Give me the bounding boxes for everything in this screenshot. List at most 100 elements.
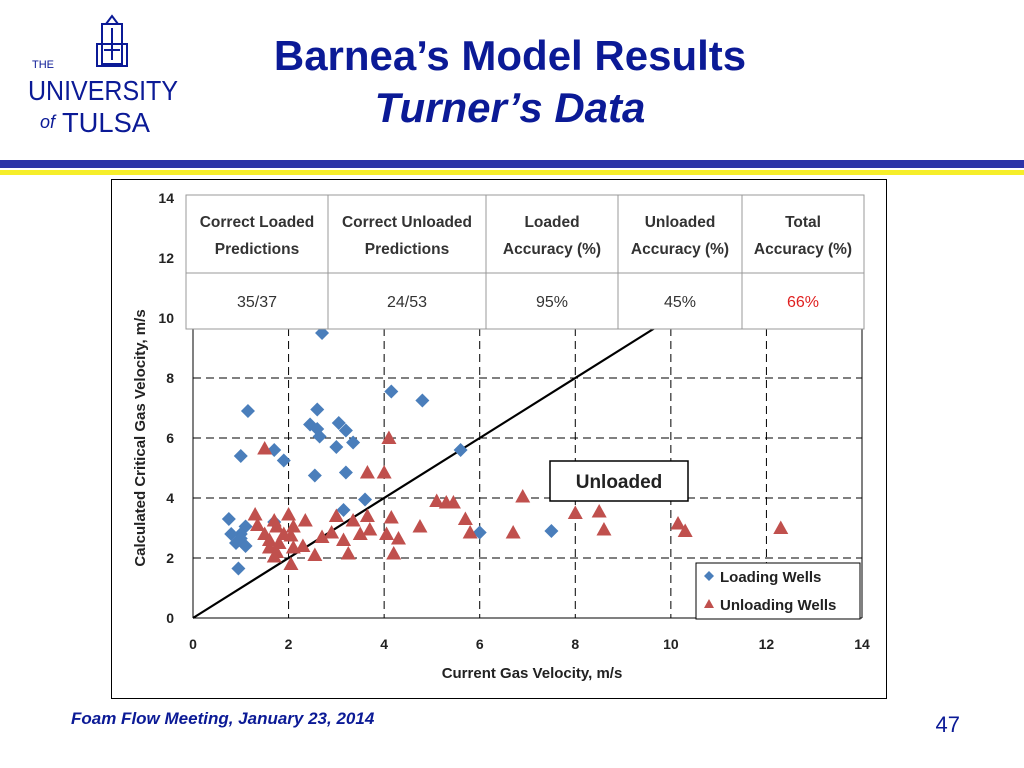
loading-well-point: [303, 417, 318, 432]
loading-well-point: [384, 384, 399, 399]
unloading-well-point: [677, 523, 693, 537]
unloading-well-point: [352, 526, 368, 540]
x-tick-label: 8: [571, 636, 579, 652]
unloading-well-point: [383, 510, 399, 524]
annotation-label: Unloaded: [576, 472, 663, 493]
unloading-well-point: [773, 520, 789, 534]
chart-figure: 0 2 4 6 8 10 12 14 0 2 4 6 8 10 12 14 Correct Loaded Pre…: [111, 179, 887, 699]
unloading-well-point: [462, 525, 478, 539]
unloading-well-point: [261, 532, 277, 546]
table-header-cell: Loaded: [524, 214, 579, 231]
loading-well-point: [307, 468, 322, 483]
unloading-well-point: [445, 495, 461, 509]
unloading-well-point: [505, 525, 521, 539]
unloading-well-point: [261, 540, 277, 554]
unloading-well-point: [266, 549, 282, 563]
slide-title: Barnea’s Model Results Turner’s Data: [200, 30, 820, 134]
y-tick-label: 0: [166, 610, 174, 626]
loading-well-point: [338, 423, 353, 438]
table-header-cell: Correct Loaded: [200, 214, 315, 231]
table-header-cell: Accuracy (%): [631, 241, 729, 258]
logo-line1: THE: [32, 59, 54, 71]
chart-legend: Loading Wells Unloading Wells: [695, 562, 861, 620]
loading-well-point: [544, 524, 559, 538]
y-tick-label: 6: [166, 430, 174, 446]
unloading-well-point: [567, 505, 583, 519]
unloading-well-point: [328, 508, 344, 522]
loading-well-point: [231, 561, 246, 576]
logo-line2: UNIVERSITY: [28, 75, 178, 106]
unloading-well-point: [250, 517, 266, 531]
unloaded-annotation: Unloaded: [549, 460, 689, 502]
unloading-well-point: [359, 465, 375, 479]
unloading-well-point: [336, 532, 352, 546]
loading-well-point: [415, 393, 430, 408]
table-header-cell: Accuracy (%): [503, 241, 601, 258]
unloading-well-point: [412, 519, 428, 533]
unloading-well-point: [271, 535, 287, 549]
unloading-well-point: [386, 546, 402, 560]
unloading-well-point: [591, 504, 607, 518]
loading-well-point: [346, 435, 361, 450]
loading-well-point: [338, 465, 353, 480]
unloading-well-point: [340, 546, 356, 560]
unloading-well-point: [515, 489, 531, 503]
x-tick-label: 14: [854, 636, 870, 652]
unloading-well-point: [381, 430, 397, 444]
title-rule-blue: [0, 160, 1024, 168]
x-tick-label: 10: [663, 636, 679, 652]
legend-marker-loading: [704, 571, 714, 581]
table-header-cell: Accuracy (%): [754, 241, 852, 258]
y-tick-label: 10: [158, 310, 174, 326]
footer-meeting: Foam Flow Meeting, January 23, 2014: [71, 709, 375, 728]
table-background: [185, 194, 865, 330]
unloading-well-point: [247, 507, 263, 521]
logo-line3: TULSA: [62, 107, 150, 138]
university-logo: THE UNIVERSITY of TULSA: [22, 14, 187, 139]
title-rule-yellow: [0, 170, 1024, 175]
unloading-well-point: [257, 441, 273, 455]
loading-well-point: [358, 492, 373, 507]
y-tick-label: 4: [166, 490, 174, 506]
page-number: 47: [935, 712, 960, 737]
unloading-well-point: [345, 513, 361, 527]
x-axis-title: Current Gas Velocity, m/s: [442, 665, 623, 682]
y-tick-label: 14: [158, 190, 174, 206]
loading-well-point: [336, 503, 351, 517]
table-value-cell: 24/53: [387, 294, 427, 311]
unloading-well-point: [281, 507, 297, 521]
unloading-well-point: [362, 522, 378, 536]
table-value-cell: 35/37: [237, 294, 277, 311]
table-value-cell: 66%: [787, 294, 819, 311]
unloading-well-point: [297, 513, 313, 527]
x-tick-label: 4: [380, 636, 388, 652]
loading-well-point: [224, 527, 239, 541]
unloading-well-point: [324, 525, 340, 539]
loading-well-point: [310, 402, 325, 417]
unloading-well-point: [596, 522, 612, 536]
chart-axes: 0 2 4 6 8 10 12 14 0 2 4 6 8 10 12 14: [158, 190, 870, 652]
table-header-cell: Predictions: [215, 241, 299, 258]
y-tick-label: 2: [166, 550, 174, 566]
unloading-well-point: [457, 511, 473, 525]
loading-well-point: [312, 429, 327, 444]
x-tick-label: 6: [476, 636, 484, 652]
x-tick-label: 0: [189, 636, 197, 652]
unloading-well-point: [285, 519, 301, 533]
unloading-well-point: [390, 531, 406, 545]
loading-well-point: [329, 440, 344, 454]
unloading-well-point: [295, 538, 311, 552]
title-line2: Turner’s Data: [374, 84, 646, 131]
chart-points: [221, 326, 789, 576]
y-axis-title: Calculated Critical Gas Velocity, m/s: [132, 309, 149, 566]
loading-well-point: [238, 539, 253, 553]
unloading-well-point: [269, 519, 285, 533]
table-value-cell: 95%: [536, 294, 568, 311]
loading-well-point: [331, 416, 346, 430]
unloading-well-point: [285, 540, 301, 554]
y-tick-label: 8: [166, 370, 174, 386]
unloading-well-point: [429, 493, 445, 507]
loading-well-point: [233, 449, 248, 463]
table-header-cell: Unloaded: [645, 214, 716, 231]
unloading-well-point: [670, 516, 686, 530]
